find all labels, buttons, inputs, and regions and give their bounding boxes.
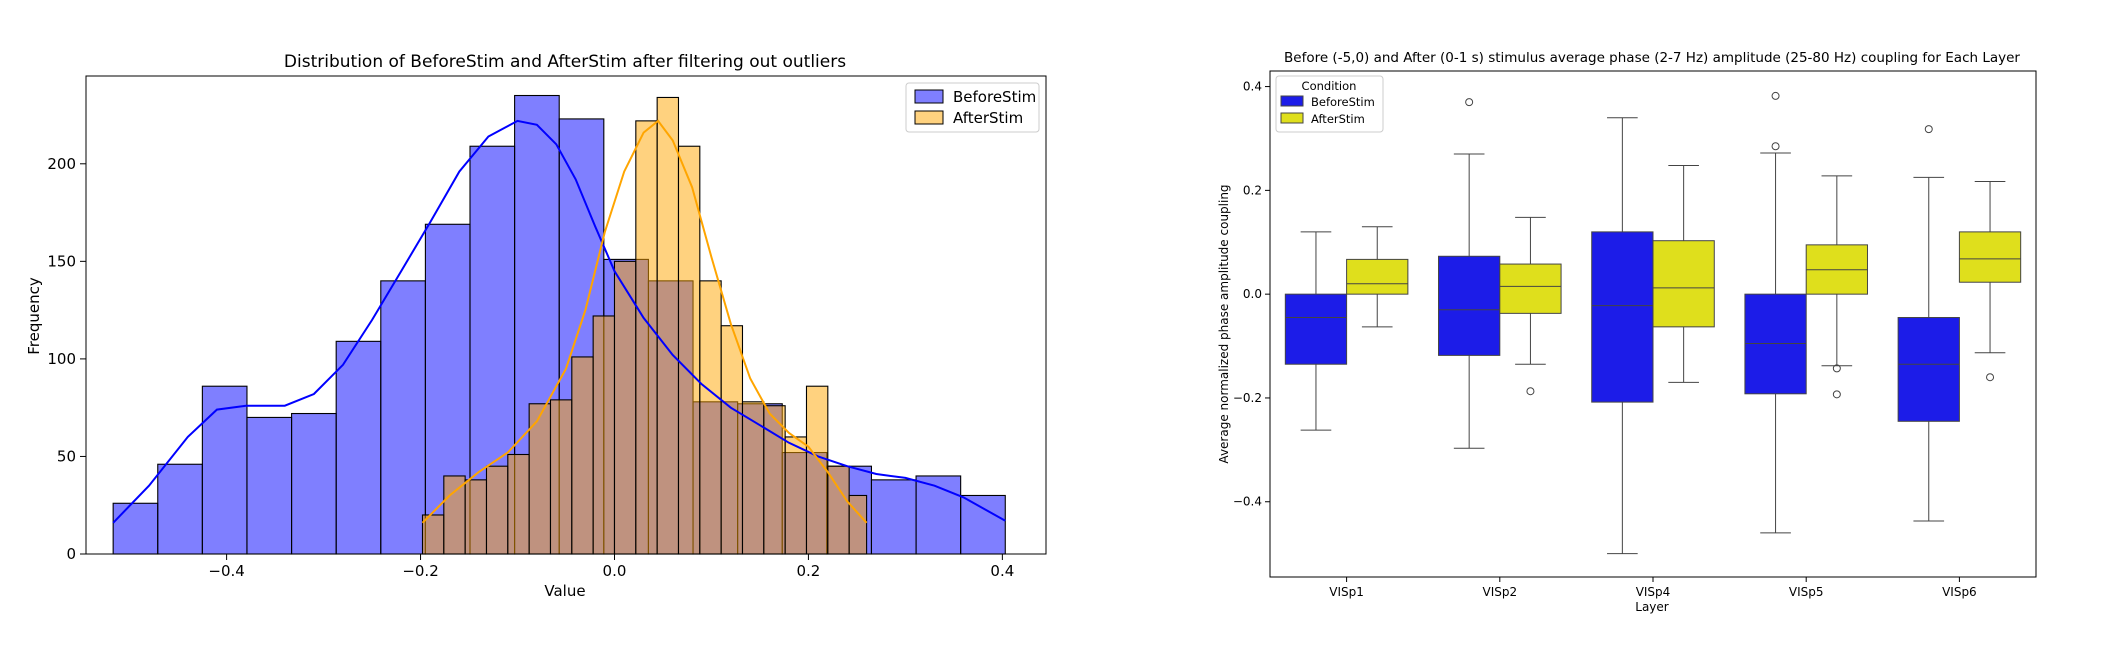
histogram-bar-afterstim-9	[613, 260, 637, 555]
boxplot-legend-label-beforestim: BeforeStim	[1311, 95, 1375, 109]
box-visp4-beforestim	[1591, 231, 1654, 403]
histogram-bar-beforestim-3	[246, 416, 293, 555]
boxplot-y-tick-label: −0.4	[1233, 495, 1262, 509]
histogram-y-tick-label: 150	[47, 252, 76, 270]
boxplot-y-ticks: −0.4 −0.2 0.0 0.2 0.4	[1233, 80, 1270, 509]
histogram-bar-afterstim-2	[464, 479, 488, 555]
histogram-bar-afterstim-1	[443, 475, 466, 555]
histogram-bar-afterstim-11	[656, 96, 680, 555]
histogram-legend-swatch-beforestim	[914, 89, 944, 104]
box-outlier-visp6-beforestim	[1924, 125, 1933, 134]
histogram-bar-afterstim-12	[677, 145, 701, 555]
boxplot-x-ticks: VISp1 VISp2 VISp4 VISp5 VISp6	[1329, 577, 1977, 599]
histogram-bar-beforestim-2	[201, 385, 248, 555]
boxplot-title: Before (-5,0) and After (0-1 s) stimulus…	[1284, 50, 2020, 66]
histogram-legend-label-afterstim: AfterStim	[953, 109, 1023, 127]
histogram-bar-afterstim-7	[571, 356, 594, 555]
histogram-y-label: Frequency	[25, 277, 43, 355]
histogram-bar-afterstim-17	[784, 436, 808, 555]
histogram-x-label: Value	[544, 582, 585, 600]
histogram-x-tick-label: 0.4	[990, 562, 1014, 580]
histogram-bar-beforestim-17	[870, 479, 917, 555]
histogram-bar-beforestim-19	[960, 494, 1006, 555]
box-visp1-afterstim	[1346, 258, 1409, 295]
histogram-bar-afterstim-19	[827, 465, 850, 555]
box-visp6-afterstim	[1958, 231, 2022, 283]
histogram-bar-beforestim-4	[291, 412, 337, 555]
boxplot-y-tick-label: 0.2	[1243, 183, 1262, 197]
box-visp6-beforestim	[1897, 317, 1960, 422]
histogram-bar-beforestim-0	[112, 502, 159, 555]
boxplot-boxes	[1284, 91, 2022, 555]
boxplot-x-tick-label: VISp1	[1329, 585, 1364, 599]
boxplot-x-label: Layer	[1635, 600, 1669, 614]
box-outlier-visp5-afterstim	[1832, 364, 1841, 373]
histogram-plot-frame	[85, 75, 1047, 555]
box-visp1-beforestim	[1284, 293, 1348, 365]
boxplot-chart: Before (-5,0) and After (0-1 s) stimulus…	[1217, 50, 2037, 614]
histogram-bar-beforestim-18	[915, 475, 962, 555]
boxplot-legend-swatch-beforestim	[1280, 95, 1304, 107]
histogram-title: Distribution of BeforeStim and AfterStim…	[284, 52, 846, 72]
histogram-bar-afterstim-14	[720, 325, 744, 555]
histogram-bar-beforestim-6	[380, 280, 426, 555]
boxplot-y-tick-label: −0.2	[1233, 391, 1262, 405]
histogram-x-tick-label: −0.4	[208, 562, 244, 580]
boxplot-legend-title: Condition	[1302, 79, 1357, 93]
histogram-chart: Distribution of BeforeStim and AfterStim…	[25, 52, 1047, 600]
boxplot-x-tick-label: VISp5	[1789, 585, 1824, 599]
histogram-bar-afterstim-16	[763, 405, 786, 555]
box-outlier-visp5-afterstim	[1832, 390, 1841, 399]
boxplot-y-tick-label: 0.4	[1243, 80, 1262, 94]
boxplot-legend: Condition BeforeStim AfterStim	[1275, 75, 1384, 133]
histogram-bar-afterstim-4	[507, 453, 530, 555]
boxplot-y-label: Average normalized phase amplitude coupl…	[1217, 184, 1231, 463]
histogram-x-tick-label: 0.0	[603, 562, 627, 580]
box-outlier-visp5-beforestim	[1771, 142, 1780, 151]
histogram-bar-afterstim-10	[635, 120, 658, 555]
histogram-y-tick-label: 50	[57, 447, 76, 465]
histogram-legend: BeforeStim AfterStim	[905, 82, 1040, 133]
histogram-bar-afterstim-18	[805, 385, 829, 555]
histogram-bar-afterstim-3	[485, 465, 509, 555]
boxplot-x-tick-label: VISp4	[1636, 585, 1671, 599]
histogram-y-tick-label: 0	[66, 545, 76, 563]
box-outlier-visp6-afterstim	[1986, 373, 1995, 382]
boxplot-x-tick-label: VISp6	[1942, 585, 1977, 599]
box-outlier-visp5-beforestim	[1771, 91, 1780, 100]
histogram-y-tick-label: 100	[47, 350, 76, 368]
box-visp4-afterstim	[1652, 240, 1715, 328]
histogram-bar-afterstim-8	[592, 315, 616, 555]
box-visp2-afterstim	[1499, 263, 1562, 314]
box-visp2-beforestim	[1438, 255, 1501, 356]
histogram-bar-beforestim-5	[335, 340, 382, 555]
boxplot-legend-swatch-afterstim	[1280, 112, 1304, 124]
histogram-x-tick-label: 0.2	[796, 562, 820, 580]
box-visp5-beforestim	[1744, 293, 1807, 395]
boxplot-legend-label-afterstim: AfterStim	[1311, 112, 1365, 126]
histogram-x-tick-label: −0.2	[402, 562, 438, 580]
histogram-legend-swatch-afterstim	[914, 110, 944, 125]
histogram-bar-afterstim-13	[699, 280, 722, 555]
histogram-legend-label-beforestim: BeforeStim	[953, 88, 1036, 106]
box-outlier-visp2-beforestim	[1465, 98, 1474, 107]
histogram-y-tick-label: 200	[47, 155, 76, 173]
histogram-bar-beforestim-1	[157, 463, 203, 555]
box-outlier-visp2-afterstim	[1526, 387, 1535, 396]
histogram-y-ticks: 0 50 100 150 200	[47, 155, 86, 563]
beforestim-kde-line	[112, 119, 1006, 524]
boxplot-y-tick-label: 0.0	[1243, 287, 1262, 301]
afterstim-kde-line	[421, 119, 868, 524]
histogram-bar-afterstim-6	[549, 399, 573, 555]
boxplot-x-tick-label: VISp2	[1482, 585, 1517, 599]
histogram-afterstim-bars	[421, 96, 868, 555]
histogram-bar-afterstim-20	[848, 494, 868, 555]
histogram-x-ticks: −0.4 −0.2 0.0 0.2 0.4	[208, 554, 1014, 580]
